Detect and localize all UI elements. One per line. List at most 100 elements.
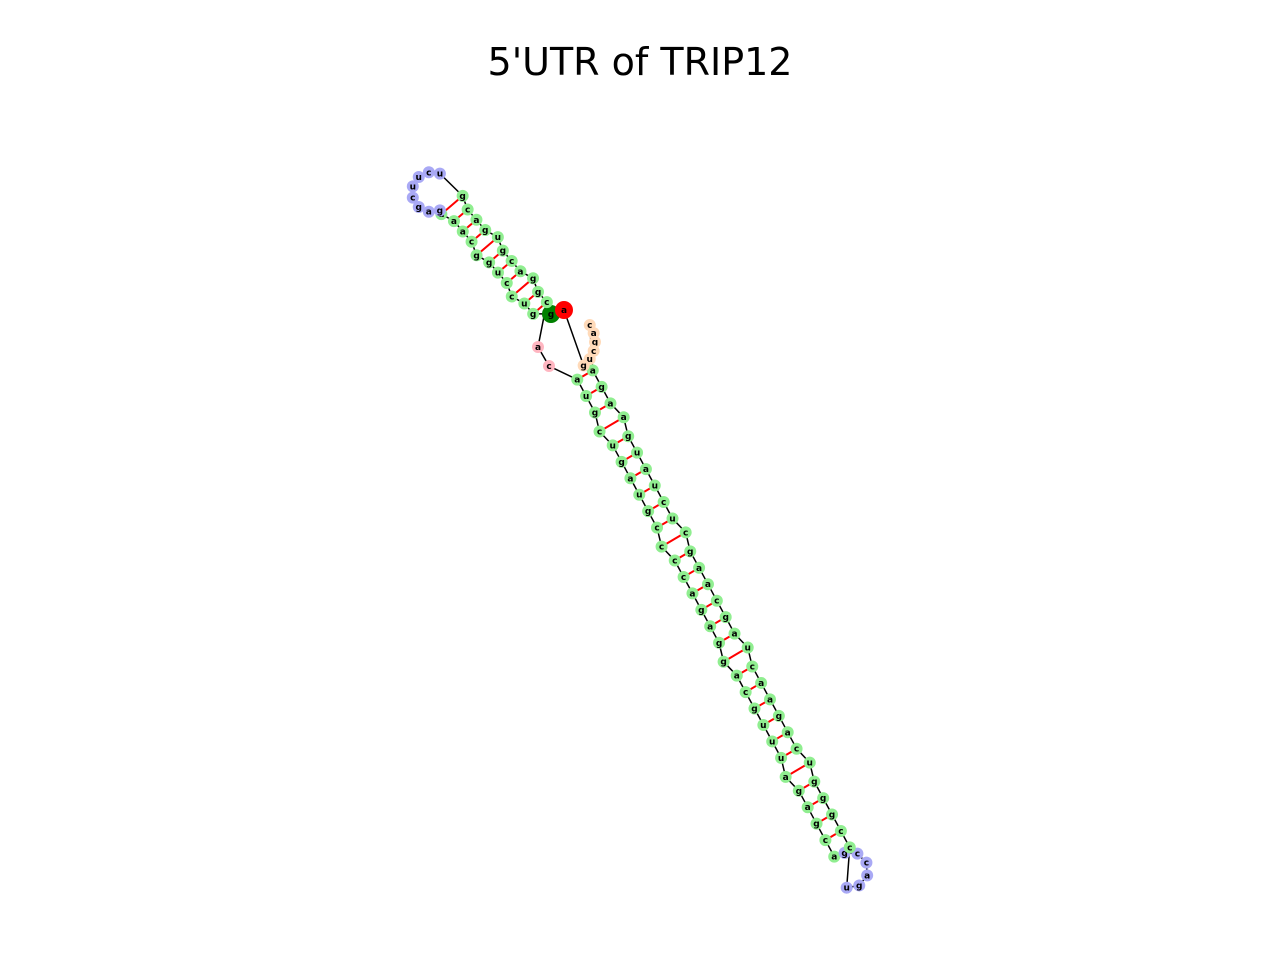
nucleotide-letter: g bbox=[530, 274, 536, 284]
nucleotide-letter: g bbox=[776, 712, 782, 722]
nucleotide-letter: g bbox=[751, 705, 757, 715]
nucleotide-letter: a bbox=[535, 343, 541, 353]
nucleotide: g bbox=[684, 545, 697, 558]
nucleotide-marker bbox=[817, 792, 830, 805]
nucleotide-letter: c bbox=[587, 321, 592, 331]
nucleotide: u bbox=[840, 881, 853, 894]
nucleotide-marker bbox=[615, 455, 628, 468]
nucleotide-marker bbox=[514, 265, 527, 278]
nucleotide-letter: a bbox=[426, 208, 432, 218]
nucleotide: a bbox=[781, 726, 794, 739]
nucleotide-marker bbox=[808, 775, 821, 788]
nucleotide-marker bbox=[775, 751, 788, 764]
nucleotide-marker bbox=[580, 390, 593, 403]
nucleotide: g bbox=[642, 505, 655, 518]
nucleotide-marker bbox=[527, 272, 540, 285]
nucleotide-marker bbox=[617, 411, 630, 424]
nucleotide-marker bbox=[606, 439, 619, 452]
nucleotide-letter: a bbox=[574, 376, 580, 386]
nucleotide: g bbox=[817, 792, 830, 805]
nucleotide-marker bbox=[730, 669, 743, 682]
nucleotide-letter: u bbox=[495, 269, 501, 279]
nucleotide-letter: a bbox=[732, 630, 738, 640]
diagram-title: 5'UTR of TRIP12 bbox=[487, 40, 793, 84]
backbone bbox=[412, 171, 868, 889]
base-pairs bbox=[440, 195, 851, 858]
nucleotide: c bbox=[543, 360, 555, 372]
nucleotide-letter: c bbox=[509, 257, 514, 267]
nucleotide: c bbox=[790, 742, 803, 755]
nucleotide: g bbox=[479, 224, 492, 237]
nucleotide: g bbox=[577, 359, 590, 372]
nucleotide-marker bbox=[861, 869, 874, 882]
nucleotide-letter: c bbox=[823, 836, 828, 846]
nucleotide: a bbox=[514, 265, 527, 278]
nucleotide: u bbox=[766, 735, 779, 748]
nucleotide-letter: g bbox=[841, 849, 847, 859]
nucleotide: g bbox=[532, 285, 545, 298]
nucleotide: c bbox=[679, 526, 692, 539]
nucleotide: g bbox=[719, 611, 732, 624]
nucleotide: g bbox=[527, 307, 540, 320]
nucleotide-letter: u bbox=[807, 759, 813, 769]
nucleotide-marker bbox=[748, 702, 761, 715]
nucleotide-marker bbox=[693, 561, 706, 574]
nucleotide: u bbox=[580, 390, 593, 403]
nucleotide-letter: a bbox=[696, 564, 702, 574]
nucleotide-marker bbox=[739, 686, 752, 699]
nucleotide: a bbox=[447, 215, 460, 228]
nucleotide-letter: g bbox=[813, 820, 819, 830]
nucleotide: a bbox=[693, 561, 706, 574]
nucleotide: c bbox=[677, 570, 690, 583]
nucleotide: g bbox=[588, 406, 601, 419]
nucleotide: c bbox=[739, 686, 752, 699]
nucleotide-marker bbox=[470, 213, 483, 226]
nucleotide-letter: g bbox=[720, 658, 726, 668]
nucleotide-marker bbox=[505, 254, 518, 267]
nucleotide-letter: a bbox=[864, 871, 870, 881]
nucleotide: a bbox=[861, 869, 874, 882]
nucleotide-letter: c bbox=[591, 347, 596, 357]
nucleotide-marker bbox=[433, 204, 446, 217]
nucleotide: u bbox=[412, 171, 425, 184]
nucleotide: a bbox=[624, 472, 637, 485]
nucleotide-marker bbox=[763, 693, 776, 706]
nucleotide: c bbox=[668, 554, 681, 567]
nucleotides: gguccuggcaaagagcuucugcagugcaggcacaugcuga… bbox=[406, 166, 874, 894]
nucleotide-letter: u bbox=[652, 482, 658, 492]
nucleotide-marker bbox=[860, 856, 873, 869]
nucleotide: u bbox=[406, 180, 419, 193]
nucleotide-letter: a bbox=[805, 803, 811, 813]
nucleotide-letter: c bbox=[659, 543, 664, 553]
nucleotide-letter: g bbox=[820, 794, 826, 804]
nucleotide-letter: g bbox=[535, 288, 541, 298]
nucleotide: a bbox=[571, 373, 584, 386]
nucleotide: g bbox=[792, 784, 805, 797]
nucleotide: u bbox=[631, 446, 644, 459]
nucleotide-letter: g bbox=[716, 639, 722, 649]
nucleotide-marker bbox=[853, 879, 866, 892]
nucleotide-marker bbox=[543, 360, 555, 372]
nucleotide-letter: g bbox=[856, 881, 862, 891]
nucleotide-marker bbox=[624, 472, 637, 485]
nucleotide: c bbox=[461, 203, 474, 216]
nucleotide-letter: c bbox=[794, 745, 799, 755]
nucleotide-marker bbox=[710, 594, 723, 607]
nucleotide-letter: a bbox=[473, 216, 479, 226]
nucleotide-letter: c bbox=[465, 205, 470, 215]
nucleotide-marker bbox=[604, 397, 617, 410]
nucleotide: g bbox=[748, 702, 761, 715]
nucleotide-marker bbox=[633, 488, 646, 501]
nucleotide: c bbox=[710, 594, 723, 607]
nucleotide: u bbox=[606, 439, 619, 452]
nucleotide-marker bbox=[668, 554, 681, 567]
nucleotide-letter: g bbox=[796, 787, 802, 797]
nucleotide: u bbox=[518, 297, 531, 310]
nucleotide-letter: a bbox=[561, 306, 567, 316]
nucleotide-letter: c bbox=[597, 427, 602, 437]
nucleotide-marker bbox=[834, 824, 847, 837]
nucleotide-marker bbox=[772, 709, 785, 722]
nucleotide-letter: u bbox=[609, 441, 615, 451]
nucleotide-letter: a bbox=[758, 679, 764, 689]
nucleotide: g bbox=[713, 636, 726, 649]
